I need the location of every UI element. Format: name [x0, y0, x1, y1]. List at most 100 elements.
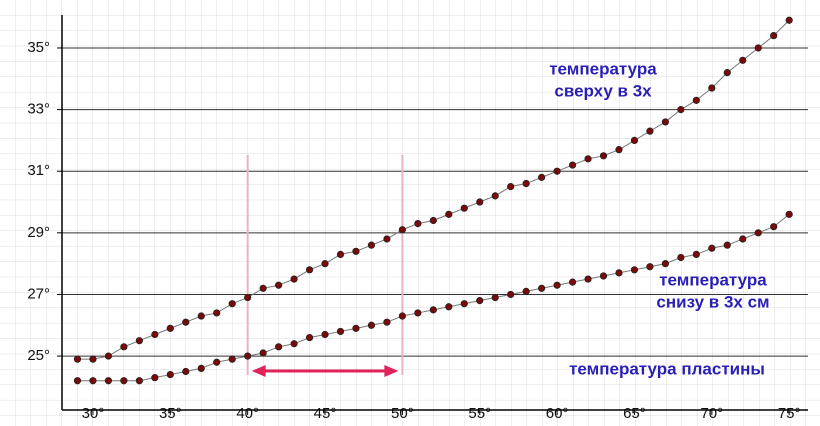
data-point	[615, 269, 623, 277]
data-point	[259, 349, 267, 357]
data-point	[568, 161, 577, 169]
arrow-head	[384, 365, 399, 377]
data-point	[739, 235, 747, 243]
data-point	[414, 219, 422, 228]
data-point	[661, 260, 669, 268]
data-point	[770, 32, 778, 40]
data-point	[568, 278, 577, 286]
data-point	[336, 250, 345, 259]
data-point	[89, 377, 97, 385]
data-point	[476, 198, 484, 206]
annotation: температура	[549, 59, 657, 78]
data-point	[213, 309, 221, 317]
data-point	[228, 355, 236, 363]
data-point	[739, 56, 747, 64]
data-point	[553, 281, 561, 289]
y-tick-label: 25°	[27, 347, 50, 364]
data-point	[754, 229, 762, 237]
data-point	[290, 340, 298, 348]
y-tick-label: 33°	[27, 101, 50, 118]
data-point	[244, 352, 252, 360]
data-point	[182, 318, 190, 326]
data-point	[104, 352, 113, 360]
data-point	[166, 324, 174, 332]
data-point	[661, 118, 669, 126]
data-point	[120, 343, 128, 351]
data-point	[445, 210, 453, 218]
data-point	[785, 210, 793, 218]
data-point	[491, 192, 499, 200]
data-point	[646, 263, 654, 271]
x-tick-label: 50°	[391, 405, 414, 422]
data-point	[151, 330, 159, 339]
data-point	[275, 281, 283, 289]
data-point	[244, 293, 252, 302]
data-point	[429, 216, 437, 225]
data-point	[166, 370, 174, 379]
y-tick-label: 35°	[27, 39, 50, 56]
data-point	[507, 183, 515, 191]
data-point	[383, 235, 391, 243]
data-point	[770, 223, 778, 231]
data-point	[599, 152, 608, 160]
data-point	[352, 324, 360, 332]
data-point	[305, 333, 314, 342]
data-point	[553, 167, 561, 175]
data-point	[104, 377, 113, 385]
data-point	[228, 300, 236, 308]
data-point	[708, 84, 716, 92]
data-point	[491, 293, 499, 302]
y-tick-label: 29°	[27, 224, 50, 241]
annotation: температура пластины	[569, 359, 765, 378]
data-point	[630, 136, 639, 145]
data-point	[398, 226, 406, 234]
data-point	[275, 343, 283, 351]
data-point	[507, 290, 515, 299]
data-point	[615, 146, 623, 154]
data-point	[367, 321, 376, 329]
data-point	[197, 364, 205, 373]
data-point	[538, 284, 546, 292]
data-point	[460, 204, 468, 212]
data-point	[723, 69, 731, 77]
data-point	[73, 355, 82, 363]
data-point	[120, 377, 128, 385]
arrow-head	[251, 365, 266, 377]
x-tick-label: 45°	[314, 405, 337, 422]
data-point	[785, 16, 793, 24]
data-point	[259, 284, 267, 292]
data-point	[135, 377, 143, 385]
data-point	[197, 312, 205, 320]
data-point	[321, 260, 329, 268]
data-point	[321, 330, 329, 339]
data-point	[522, 287, 530, 295]
data-point	[646, 127, 654, 135]
x-tick-label: 65°	[623, 405, 646, 422]
data-point	[677, 253, 685, 262]
data-point	[538, 173, 546, 181]
data-point	[584, 155, 592, 163]
data-point	[445, 303, 453, 311]
x-tick-label: 30°	[82, 405, 105, 422]
data-point	[584, 275, 592, 283]
annotation: температура	[659, 270, 767, 289]
x-tick-label: 55°	[468, 405, 491, 422]
data-point	[213, 358, 221, 366]
x-tick-label: 35°	[159, 405, 182, 422]
annotation: сверху в 3х	[554, 81, 652, 100]
x-tick-label: 40°	[236, 405, 259, 422]
data-point	[677, 105, 685, 114]
x-tick-label: 60°	[546, 405, 569, 422]
data-point	[367, 241, 376, 249]
data-point	[476, 297, 484, 305]
data-point	[414, 309, 422, 317]
data-point	[352, 247, 360, 255]
data-point	[398, 312, 406, 320]
y-tick-label: 27°	[27, 285, 50, 302]
data-point	[73, 377, 82, 385]
data-point	[723, 241, 731, 249]
y-tick-label: 31°	[27, 162, 50, 179]
